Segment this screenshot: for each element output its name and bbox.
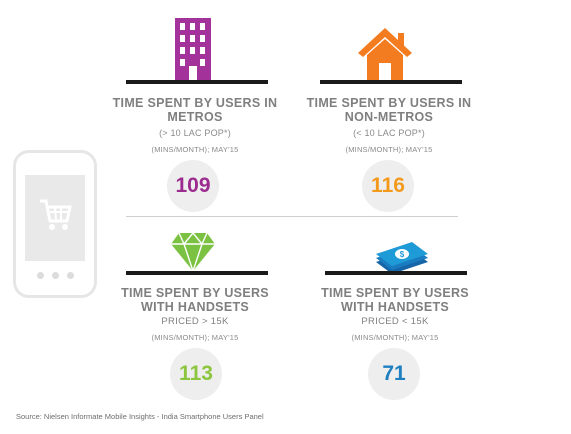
non-metros-value: 116 <box>362 160 414 212</box>
handsets-high-block: TIME SPENT BY USERS WITH HANDSETS PRICED… <box>100 286 290 342</box>
metros-unit: (MINS/MONTH); MAY'15 <box>151 145 239 154</box>
phone-buttons <box>16 266 94 284</box>
non-metros-unit: (MINS/MONTH); MAY'15 <box>345 145 433 154</box>
non-metros-block: TIME SPENT BY USERS IN NON-METROS (< 10 … <box>294 96 484 154</box>
handsets-high-divider-bar <box>126 271 268 275</box>
handsets-high-value: 113 <box>170 348 222 400</box>
metros-block: TIME SPENT BY USERS IN METROS (> 10 LAC … <box>100 96 290 154</box>
phone-screen <box>25 175 85 261</box>
phone-illustration <box>13 150 97 298</box>
non-metros-divider-bar <box>320 80 462 84</box>
handsets-low-value: 71 <box>368 348 420 400</box>
handsets-low-priced: PRICED < 15K <box>361 316 429 327</box>
handsets-low-title-line1: TIME SPENT BY USERS <box>321 286 469 300</box>
section-divider <box>126 216 458 217</box>
handsets-high-priced: PRICED > 15K <box>161 316 229 327</box>
svg-text:$: $ <box>400 250 405 259</box>
handsets-high-title-line1: TIME SPENT BY USERS <box>121 286 269 300</box>
metros-value: 109 <box>167 160 219 212</box>
metros-population: (> 10 LAC POP*) <box>159 128 231 138</box>
handsets-low-title-line2: WITH HANDSETS <box>340 300 450 314</box>
non-metros-title-line2: NON-METROS <box>344 110 434 124</box>
house-icon <box>358 28 412 81</box>
handsets-high-unit: (MINS/MONTH); MAY'15 <box>151 333 239 342</box>
phone-cart-icon <box>40 199 72 230</box>
metros-title-line1: TIME SPENT BY USERS IN <box>112 96 278 110</box>
metros-divider-bar <box>126 80 268 84</box>
source-note: Source: Nielsen Informate Mobile Insight… <box>16 412 264 421</box>
non-metros-population: (< 10 LAC POP*) <box>353 128 425 138</box>
diamond-icon <box>171 232 215 272</box>
handsets-low-divider-bar <box>325 271 467 275</box>
handsets-low-unit: (MINS/MONTH); MAY'15 <box>351 333 439 342</box>
non-metros-title-line1: TIME SPENT BY USERS IN <box>306 96 472 110</box>
handsets-high-title-line2: WITH HANDSETS <box>140 300 250 314</box>
handsets-low-block: TIME SPENT BY USERS WITH HANDSETS PRICED… <box>300 286 490 342</box>
building-icon <box>175 18 211 82</box>
money-icon: $ <box>376 242 428 274</box>
metros-title-line2: METROS <box>167 110 223 124</box>
